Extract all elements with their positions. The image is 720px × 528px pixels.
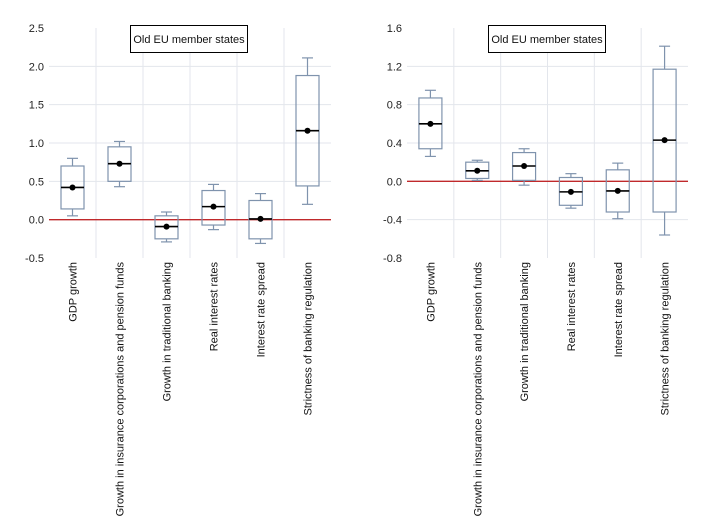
median-dot [257, 215, 264, 222]
category-label: Strictness of banking regulation [303, 262, 315, 415]
chart-canvas: 2.5 2.0 1.5 1.0 0.5 0.0 -0.5 Old EU member stat… [25, 23, 331, 517]
chart-canvas: 1.6 1.2 0.8 0.4 0.0 -0.4 -0.8 Old EU member sta… [383, 23, 688, 517]
y-tick-label: 0.5 [29, 176, 44, 188]
box-4 [201, 183, 226, 231]
category-label: Interest rate spread [613, 262, 625, 357]
median-dot [116, 160, 123, 167]
median-dot [614, 187, 621, 194]
box-6 [295, 57, 320, 205]
gridlines [407, 28, 688, 258]
y-tick-label: 1.2 [387, 61, 402, 73]
box-6 [652, 45, 677, 236]
median-dot [661, 137, 668, 144]
legend-label: Old EU member states [133, 34, 245, 46]
y-tick-label: 1.0 [29, 138, 44, 150]
category-label: Strictness of banking regulation [660, 262, 672, 415]
y-tick-label: 0.0 [29, 215, 44, 227]
category-label: Growth in traditional banking [162, 262, 174, 401]
legend-label: Old EU member states [491, 34, 603, 46]
category-label: Growth in insurance corporations and pen… [472, 262, 484, 517]
y-tick-label: 0.8 [387, 100, 402, 112]
legend: Old EU member states [130, 25, 248, 53]
box-2 [107, 140, 132, 188]
right-boxplot-chart: 1.6 1.2 0.8 0.4 0.0 -0.4 -0.8 Old EU member sta… [358, 0, 718, 528]
left-boxplot-chart: 2.5 2.0 1.5 1.0 0.5 0.0 -0.5 Old EU member stat… [25, 23, 331, 517]
box-1 [60, 157, 85, 217]
gridlines [49, 28, 331, 258]
box-2 [465, 159, 490, 181]
median-dot [304, 127, 311, 134]
y-tick-label: 2.0 [29, 61, 44, 73]
y-tick-label: -0.4 [383, 215, 402, 227]
box-5 [248, 193, 273, 245]
category-label: Real interest rates [209, 262, 221, 352]
iqr-box [418, 97, 443, 150]
median-dot [69, 184, 76, 191]
y-tick-label: -0.8 [383, 253, 402, 265]
y-tick-label: 0.4 [387, 138, 402, 150]
median-dot [521, 163, 528, 169]
median-dot [427, 120, 434, 127]
median-dot [163, 223, 170, 230]
median-dot [210, 203, 217, 210]
y-tick-label: 1.5 [29, 100, 44, 112]
category-label: GDP growth [68, 262, 80, 322]
iqr-box [201, 189, 226, 226]
median-dot [474, 167, 481, 174]
box-4 [558, 173, 584, 209]
category-label: Real interest rates [566, 262, 578, 352]
category-label: GDP growth [425, 262, 437, 322]
legend-box [488, 25, 606, 53]
box-1 [418, 89, 443, 158]
category-label: Growth in insurance corporations and pen… [115, 262, 127, 517]
y-tick-label: 0.0 [387, 176, 402, 188]
y-tick-label: -0.5 [25, 253, 44, 265]
category-label: Growth in traditional banking [519, 262, 531, 401]
legend-box [130, 25, 248, 53]
box-3 [154, 211, 179, 243]
y-tick-label: 2.5 [29, 23, 44, 35]
category-label: Interest rate spread [256, 262, 268, 357]
box-3 [511, 148, 537, 186]
median-dot [567, 188, 574, 195]
legend: Old EU member states [488, 25, 606, 53]
y-tick-label: 1.6 [387, 23, 402, 35]
box-5 [605, 162, 630, 220]
